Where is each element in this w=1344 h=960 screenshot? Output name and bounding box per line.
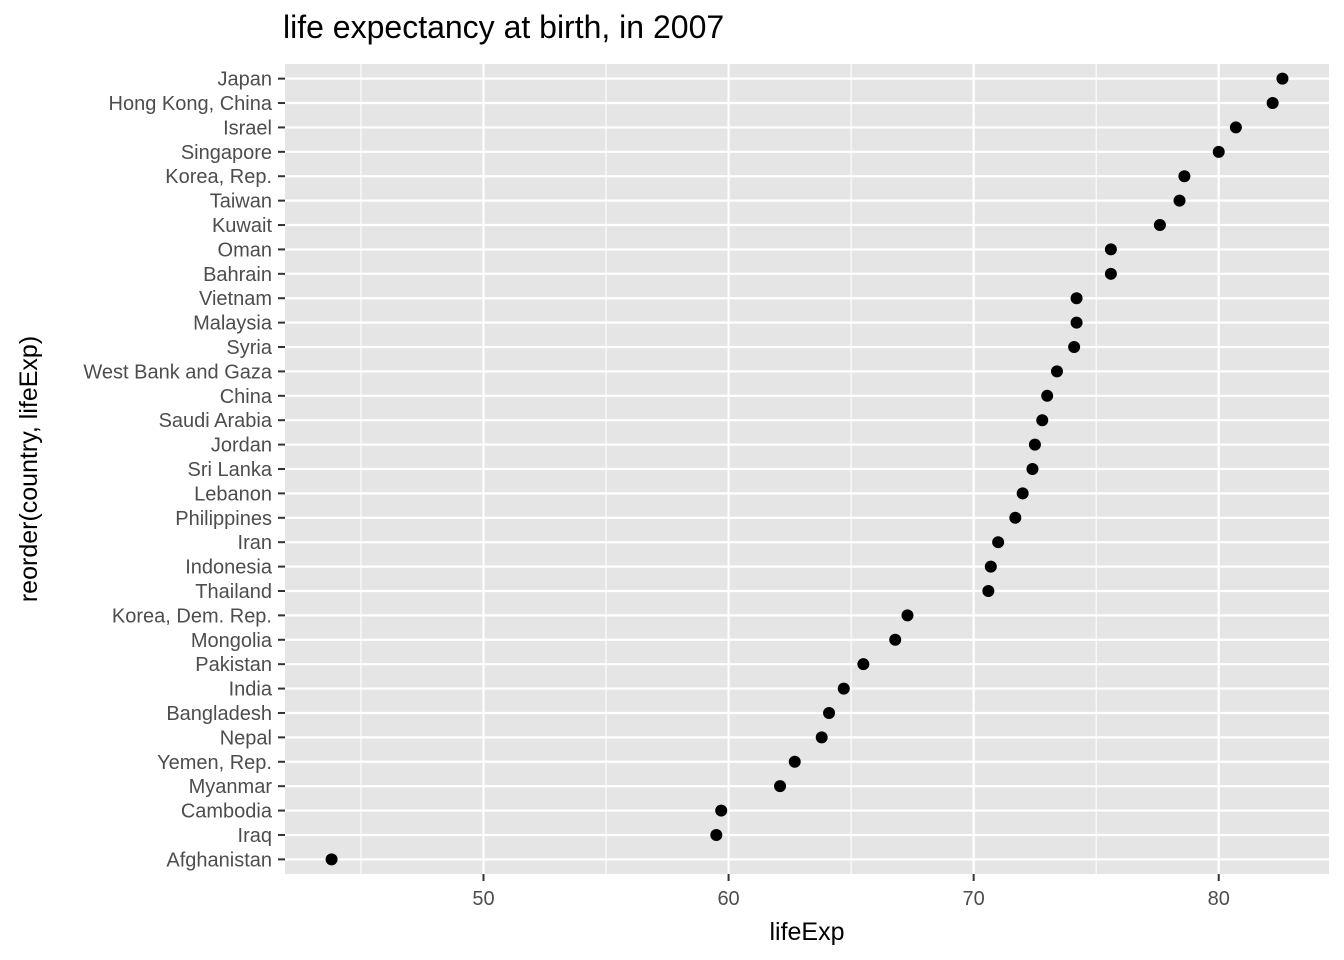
data-point — [992, 536, 1005, 549]
x-tick-label: 70 — [963, 888, 985, 910]
grid-lines — [285, 64, 1329, 874]
data-point — [1104, 243, 1117, 256]
y-tick-label: Kuwait — [212, 215, 272, 237]
data-point — [815, 731, 828, 744]
y-tick-label: Cambodia — [181, 801, 273, 823]
y-tick-label: Syria — [226, 337, 272, 359]
data-point — [823, 706, 836, 719]
data-point — [774, 780, 787, 793]
y-tick-label: West Bank and Gaza — [83, 361, 273, 383]
y-tick-label: Philippines — [175, 508, 272, 530]
data-point — [889, 633, 902, 646]
data-point — [325, 853, 338, 866]
y-tick-label: India — [229, 679, 273, 701]
data-point — [1050, 365, 1063, 378]
data-point — [1173, 194, 1186, 207]
data-point — [1070, 292, 1083, 305]
y-tick-label: Korea, Rep. — [165, 166, 272, 188]
data-point — [1153, 219, 1166, 232]
data-point — [982, 584, 995, 597]
y-tick-label: Myanmar — [189, 776, 273, 798]
data-point — [1036, 414, 1049, 427]
data-point — [1266, 97, 1279, 110]
data-point — [1104, 267, 1117, 280]
y-tick-label: Lebanon — [194, 483, 272, 505]
y-tick-label: Israel — [223, 117, 272, 139]
y-tick-label: Sri Lanka — [188, 459, 273, 481]
y-tick-label: Mongolia — [191, 630, 273, 652]
x-tick-label: 50 — [472, 888, 494, 910]
data-points — [325, 72, 1289, 866]
x-tick-label: 60 — [717, 888, 739, 910]
y-tick-label: Bangladesh — [166, 703, 272, 725]
y-tick-label: China — [220, 386, 273, 408]
data-point — [1026, 463, 1039, 475]
y-tick-label: Thailand — [195, 581, 272, 603]
y-tick-label: Iraq — [238, 825, 272, 847]
data-point — [1212, 145, 1225, 158]
data-point — [1276, 72, 1289, 85]
data-point — [788, 755, 801, 768]
y-tick-label: Oman — [218, 239, 272, 261]
data-point — [1068, 341, 1081, 354]
data-point — [1028, 438, 1041, 451]
data-point — [1009, 511, 1022, 524]
y-tick-label: Indonesia — [185, 557, 273, 579]
y-tick-label: Vietnam — [199, 288, 272, 310]
chart-title: life expectancy at birth, in 2007 — [283, 9, 724, 45]
y-tick-label: Saudi Arabia — [159, 410, 273, 432]
y-tick-label: Nepal — [220, 727, 272, 749]
y-tick-label: Bahrain — [203, 264, 272, 286]
x-tick-label: 80 — [1208, 888, 1230, 910]
data-point — [1178, 170, 1191, 183]
y-tick-label: Pakistan — [195, 654, 272, 676]
y-tick-label: Japan — [218, 69, 273, 91]
data-point — [710, 828, 723, 841]
data-point — [837, 682, 850, 695]
y-tick-label: Yemen, Rep. — [157, 752, 272, 774]
y-tick-label: Malaysia — [193, 313, 273, 335]
x-axis-title: lifeExp — [769, 918, 844, 946]
y-tick-label: Taiwan — [210, 191, 272, 213]
y-tick-label: Korea, Dem. Rep. — [112, 605, 272, 627]
y-tick-label: Jordan — [211, 435, 272, 457]
x-axis: 50 60 70 80 — [472, 874, 1230, 910]
y-tick-label: Afghanistan — [166, 849, 272, 871]
y-tick-label: Iran — [238, 532, 272, 554]
y-tick-label: Singapore — [181, 142, 272, 164]
data-point — [1041, 389, 1054, 402]
data-point — [1229, 121, 1242, 134]
data-point — [984, 560, 997, 573]
data-point — [1016, 487, 1029, 500]
data-point — [1070, 316, 1083, 329]
y-axis-title: reorder(country, lifeExp) — [15, 336, 43, 602]
data-point — [901, 609, 914, 622]
y-tick-label: Hong Kong, China — [109, 93, 273, 115]
data-point — [715, 804, 728, 817]
data-point — [857, 658, 870, 671]
